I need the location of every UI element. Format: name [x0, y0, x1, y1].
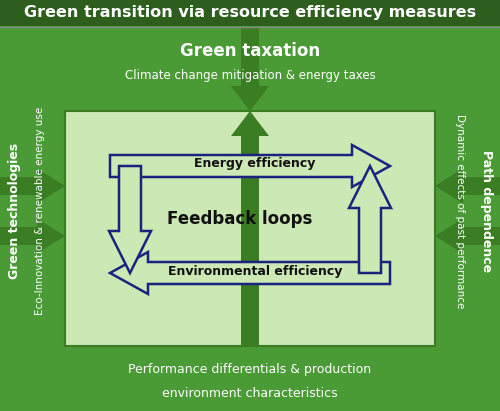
Text: Performance differentials & production: Performance differentials & production: [128, 363, 372, 376]
Polygon shape: [110, 252, 390, 294]
Polygon shape: [435, 219, 500, 254]
Polygon shape: [65, 111, 435, 346]
Text: Environmental efficiency: Environmental efficiency: [168, 265, 342, 277]
Polygon shape: [110, 145, 390, 187]
Text: Path dependence: Path dependence: [480, 150, 492, 272]
Text: environment characteristics: environment characteristics: [162, 386, 338, 399]
Polygon shape: [349, 166, 391, 273]
Text: Energy efficiency: Energy efficiency: [194, 157, 316, 171]
Polygon shape: [109, 166, 151, 273]
Text: Green transition via resource efficiency measures: Green transition via resource efficiency…: [24, 5, 476, 21]
Polygon shape: [0, 0, 500, 26]
Text: Dynamic effects of past performance: Dynamic effects of past performance: [455, 114, 465, 308]
Text: Green taxation: Green taxation: [180, 42, 320, 60]
Polygon shape: [231, 111, 269, 346]
Text: Eco-Innovation & renewable energy use: Eco-Innovation & renewable energy use: [35, 107, 45, 315]
Polygon shape: [0, 219, 65, 254]
Polygon shape: [231, 27, 269, 111]
Text: Climate change mitigation & energy taxes: Climate change mitigation & energy taxes: [124, 69, 376, 83]
Polygon shape: [435, 169, 500, 203]
Polygon shape: [0, 169, 65, 203]
Text: Green technologies: Green technologies: [8, 143, 22, 279]
Text: Feedback loops: Feedback loops: [168, 210, 312, 228]
